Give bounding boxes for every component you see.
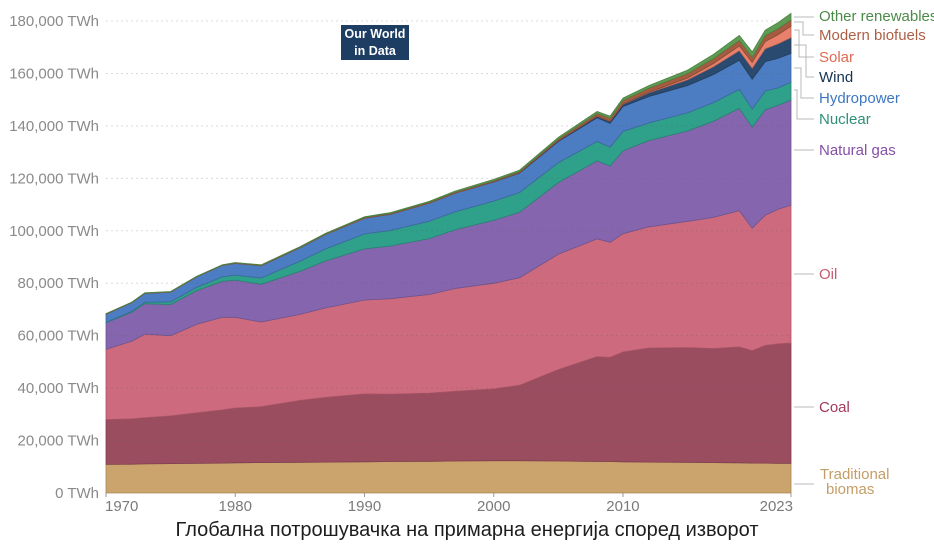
y-axis-label: 40,000 TWh xyxy=(18,380,99,397)
y-axis-label: 20,000 TWh xyxy=(18,433,99,450)
y-axis-label: 160,000 TWh xyxy=(9,65,99,82)
y-axis-label: 0 TWh xyxy=(55,485,99,502)
legend-label-wind[interactable]: Wind xyxy=(819,69,853,86)
legend-label-nuclear[interactable]: Nuclear xyxy=(819,111,871,128)
legend-label-coal[interactable]: Coal xyxy=(819,399,850,416)
y-axis-label: 180,000 TWh xyxy=(9,13,99,30)
y-axis-label: 60,000 TWh xyxy=(18,328,99,345)
chart-title: Глобална потрошувачка на примарна енерги… xyxy=(175,519,759,541)
legend-leader-line xyxy=(794,29,814,58)
y-axis-label: 100,000 TWh xyxy=(9,223,99,240)
x-axis-label: 1970 xyxy=(105,498,138,515)
legend-label-natural-gas[interactable]: Natural gas xyxy=(819,142,896,159)
legend-label-hydropower[interactable]: Hydropower xyxy=(819,90,900,107)
area-traditional-biomas[interactable] xyxy=(105,460,792,494)
legend-leader-line xyxy=(794,21,814,36)
legend-leader-line xyxy=(794,89,814,120)
x-axis-label: 1980 xyxy=(219,498,252,515)
legend-label-solar[interactable]: Solar xyxy=(819,49,854,66)
x-axis-label: 2023 xyxy=(760,498,793,515)
legend-leader-line xyxy=(794,44,814,78)
area-other-renewables[interactable] xyxy=(105,12,792,315)
y-axis-label: 80,000 TWh xyxy=(18,275,99,292)
x-axis-label: 1990 xyxy=(348,498,381,515)
owid-logo[interactable]: Our World in Data xyxy=(341,25,409,60)
legend-label-oil[interactable]: Oil xyxy=(819,266,837,283)
x-axis-label: 2010 xyxy=(606,498,639,515)
legend-label-other-renewables[interactable]: Other renewables xyxy=(819,8,934,25)
legend-leader-line xyxy=(794,67,814,99)
x-axis-label: 2000 xyxy=(477,498,510,515)
legend-label-traditional-biomas[interactable]: Traditional biomas xyxy=(820,466,889,498)
legend-label-modern-biofuels[interactable]: Modern biofuels xyxy=(819,27,926,44)
owid-logo-line1: Our World xyxy=(344,27,406,42)
y-axis-label: 120,000 TWh xyxy=(9,170,99,187)
owid-logo-line2: in Data xyxy=(354,43,396,58)
y-axis-label: 140,000 TWh xyxy=(9,118,99,135)
